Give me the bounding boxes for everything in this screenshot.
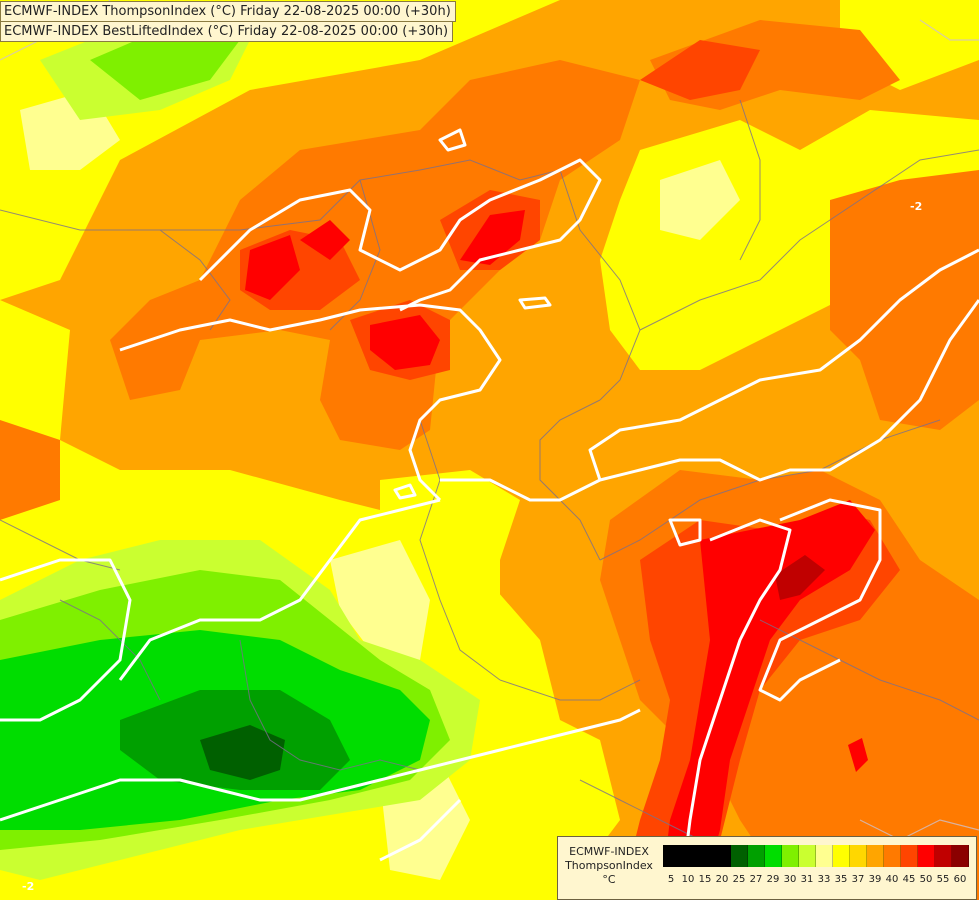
field-lightyellow-center [330,540,430,660]
legend-swatch [765,845,782,867]
field-darkorange-north [110,60,640,450]
title-thompson-index: ECMWF-INDEX ThompsonIndex (°C) Friday 22… [0,1,456,22]
field-deepred-north-3 [460,210,525,265]
legend-swatch [867,845,884,867]
legend-swatch [918,845,935,867]
legend-swatch [901,845,918,867]
legend-color-scale [663,845,969,867]
legend-tick-label: 25 [732,874,746,885]
legend-parameter: ThompsonIndex [565,859,653,872]
field-green-nw [90,30,240,100]
legend-tick-label: 55 [936,874,950,885]
legend-tick-label: 15 [698,874,712,885]
legend-swatch [697,845,714,867]
field-deepred-center [370,315,440,370]
legend-tick-label: 29 [766,874,780,885]
contour-label: -2 [910,200,923,213]
field-darkorange-east [830,170,979,430]
field-deepred-se [660,500,875,900]
legend-tick-label: 33 [817,874,831,885]
legend-swatch [850,845,867,867]
field-darkred-se [775,555,825,600]
field-red-ne [640,40,760,100]
legend-swatch [952,845,969,867]
legend-tick-label: 20 [715,874,729,885]
legend-swatch [748,845,765,867]
field-lightyellow-ne [660,160,740,240]
best-lifted-index-contours [0,128,979,900]
legend-swatch [935,845,952,867]
legend-swatch [731,845,748,867]
legend-tick-label: 31 [800,874,814,885]
legend-tick-label: 35 [834,874,848,885]
legend-tick-label: 27 [749,874,763,885]
legend-model: ECMWF-INDEX [569,845,649,858]
legend-tick-label: 5 [667,874,675,885]
legend-swatch [816,845,833,867]
legend-tick-label: 60 [953,874,967,885]
legend-tick-label: 45 [902,874,916,885]
legend-tick-label: 50 [919,874,933,885]
legend-title: ECMWF-INDEX ThompsonIndex °C [562,845,656,887]
field-dark-green-sw [200,725,285,780]
field-yellow-center [380,470,520,650]
legend-tick-label: 40 [885,874,899,885]
field-deepred-north-2 [300,220,350,260]
field-deepred-e-spot [848,738,868,772]
legend-tick-label: 39 [868,874,882,885]
legend-swatch [799,845,816,867]
color-legend: ECMWF-INDEX ThompsonIndex °C 5 10 15 20 25 27… [557,836,977,900]
legend-swatch [884,845,901,867]
title-best-lifted-index: ECMWF-INDEX BestLiftedIndex (°C) Friday … [0,21,454,42]
contour-label: -2 [22,880,35,893]
legend-tick-label: 30 [783,874,797,885]
field-deepred-north-1 [245,235,300,300]
legend-swatch [680,845,697,867]
field-darkorange-west [0,420,60,520]
legend-tick-label: 37 [851,874,865,885]
legend-unit: °C [602,873,616,886]
legend-swatch [782,845,799,867]
legend-swatch [833,845,850,867]
legend-tick-label: 10 [681,874,695,885]
legend-swatch [663,845,680,867]
legend-swatch [714,845,731,867]
